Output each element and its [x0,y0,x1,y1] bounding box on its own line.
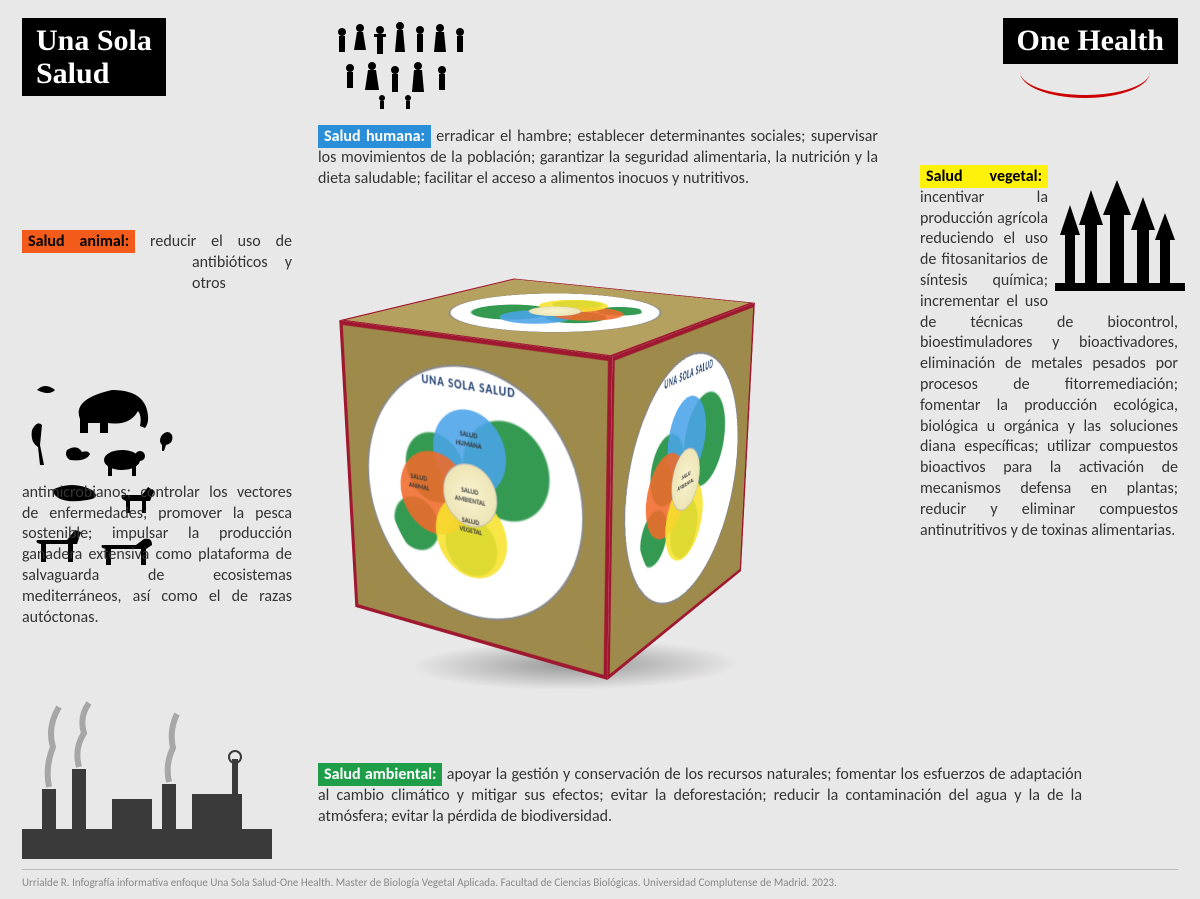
label-ambiental: Salud ambiental: [318,763,442,786]
industry-silhouettes-icon [22,699,272,859]
people-silhouettes-icon [330,20,480,110]
section-human: Salud humana: erradicar el hambre; estab… [318,127,878,189]
label-animal: Salud animal: [22,230,135,253]
title-left: Una SolaSalud [22,18,166,96]
section-ambiental: Salud ambiental: apoyar la gestión y con… [318,765,1082,827]
section-vegetal: Salud vegetal: incentivar la producción … [920,167,1178,541]
label-human: Salud humana: [318,125,431,148]
section-animal: Salud animal: reducir el uso de antibiót… [22,232,292,628]
credit-line: Urrialde R. Infografía informativa enfoq… [22,869,1178,889]
one-health-cube: UNA SOLA SALUD SALUDAMBIENTAL SALUDHUMAN… [340,240,770,700]
label-vegetal: Salud vegetal: [920,165,1048,188]
red-arc-decoration [1020,58,1150,98]
